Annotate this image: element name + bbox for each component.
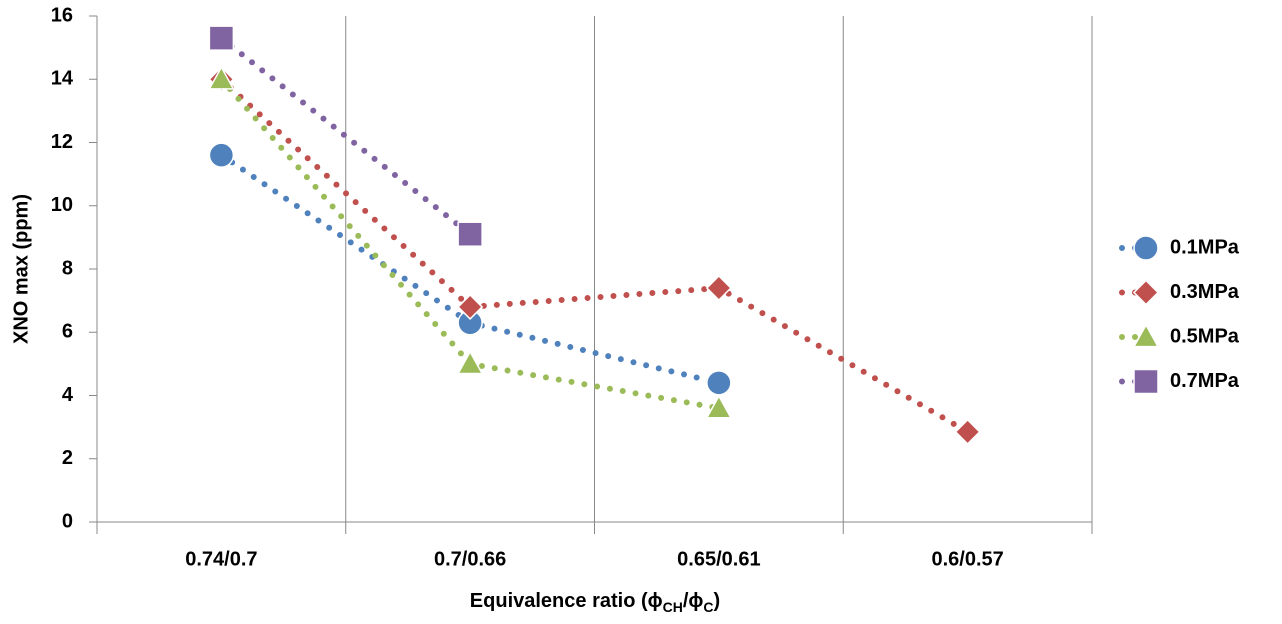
- y-tick-label: 8: [62, 257, 73, 279]
- x-label-subscript: CH: [663, 599, 683, 615]
- x-label-subscript: C: [703, 599, 713, 615]
- x-axis-label: Equivalence ratio (ϕCH/ϕC): [470, 590, 720, 614]
- marker: [208, 65, 235, 90]
- marker: [1133, 235, 1159, 261]
- series-line: [218, 35, 474, 238]
- marker: [1133, 368, 1159, 395]
- marker: [456, 350, 484, 375]
- x-label-part: /ϕ: [683, 590, 704, 612]
- x-tick-label: 0.65/0.61: [677, 548, 760, 570]
- legend-label: 0.5MPa: [1170, 325, 1240, 347]
- marker: [208, 25, 235, 51]
- marker: [457, 293, 484, 321]
- marker: [208, 142, 235, 168]
- x-tick-label: 0.74/0.7: [185, 548, 257, 570]
- y-tick-label: 4: [62, 384, 74, 406]
- series-line: [218, 152, 722, 386]
- y-tick-label: 2: [62, 447, 73, 469]
- y-tick-label: 0: [62, 510, 73, 532]
- y-tick-label: 16: [51, 4, 73, 26]
- marker: [705, 274, 732, 302]
- y-tick-label: 6: [62, 321, 73, 343]
- y-tick-label: 14: [51, 68, 74, 90]
- legend-label: 0.1MPa: [1170, 236, 1240, 258]
- legend-label: 0.7MPa: [1170, 370, 1240, 392]
- x-tick-label: 0.6/0.57: [931, 548, 1003, 570]
- x-label-part: Equivalence ratio (ϕ: [470, 590, 663, 612]
- series-line: [218, 76, 971, 435]
- x-tick-label: 0.7/0.66: [434, 548, 506, 570]
- marker: [705, 394, 733, 419]
- x-label-part: ): [714, 590, 721, 612]
- marker: [954, 418, 981, 445]
- marker: [1132, 323, 1160, 348]
- legend-label: 0.3MPa: [1170, 281, 1240, 303]
- marker: [1132, 279, 1160, 306]
- marker: [706, 370, 732, 396]
- y-tick-label: 10: [51, 194, 73, 216]
- y-tick-label: 12: [51, 131, 73, 153]
- marker: [457, 221, 483, 247]
- y-axis-label: XNO max (ppm): [10, 194, 32, 344]
